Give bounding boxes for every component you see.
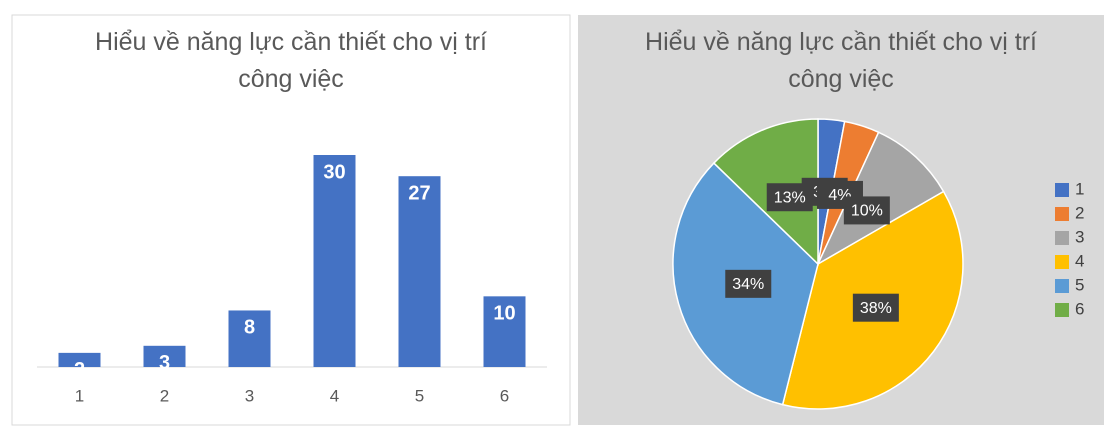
x-tick-label: 4 xyxy=(330,386,339,405)
data-label-box xyxy=(852,293,899,322)
legend-label: 1 xyxy=(1075,179,1084,198)
bar xyxy=(143,345,186,367)
bar xyxy=(398,176,441,367)
data-label: 38% xyxy=(860,300,892,317)
data-label: 8 xyxy=(244,317,255,339)
bar-background xyxy=(11,14,571,426)
x-tick-label: 2 xyxy=(160,386,169,405)
data-label: 27 xyxy=(408,182,430,204)
data-label-box xyxy=(766,183,813,212)
data-label: 10% xyxy=(851,203,883,220)
data-label: 2 xyxy=(74,359,85,381)
x-tick-label: 5 xyxy=(415,386,424,405)
bar xyxy=(313,155,356,367)
bar xyxy=(58,352,101,367)
legend-label: 2 xyxy=(1075,203,1084,222)
legend-swatch xyxy=(1055,303,1069,317)
legend-swatch xyxy=(1055,231,1069,245)
bar xyxy=(483,296,526,367)
data-label: 3 xyxy=(159,352,170,374)
data-label: 34% xyxy=(732,276,764,293)
legend-swatch xyxy=(1055,255,1069,269)
legend-label: 6 xyxy=(1075,299,1084,318)
x-tick-label: 6 xyxy=(500,386,509,405)
legend-swatch xyxy=(1055,279,1069,293)
pie-slice xyxy=(712,118,819,266)
data-label-box xyxy=(725,269,772,298)
legend-swatch xyxy=(1055,183,1069,197)
x-tick-label: 1 xyxy=(75,386,84,405)
chart-title: Hiểu về năng lực cần thiết cho vị trí cô… xyxy=(95,28,487,93)
legend-swatch xyxy=(1055,207,1069,221)
legend-label: 5 xyxy=(1075,275,1084,294)
chart-title: Hiểu về năng lực cần thiết cho vị trí cô… xyxy=(645,28,1037,93)
data-label: 30 xyxy=(323,161,345,183)
legend-label: 3 xyxy=(1075,227,1084,246)
data-label: 13% xyxy=(774,189,806,206)
data-label: 10 xyxy=(493,303,515,325)
data-label-box xyxy=(843,196,890,225)
legend-label: 4 xyxy=(1075,251,1084,270)
bar xyxy=(228,310,271,367)
x-tick-label: 3 xyxy=(245,386,254,405)
